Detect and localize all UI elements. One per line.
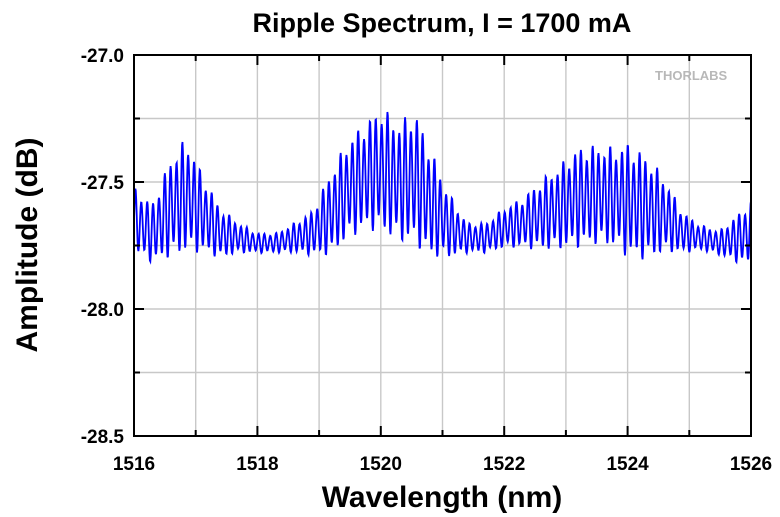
amplitude-series-line (134, 111, 751, 265)
axis-ticks (133, 54, 752, 437)
y-tick-label: -27.5 (81, 173, 125, 194)
y-tick-label: -27.0 (81, 46, 124, 67)
x-tick-label: 1524 (606, 454, 649, 475)
y-tick-label: -28.5 (81, 427, 125, 448)
x-tick-label: 1518 (236, 454, 278, 475)
x-axis-label: Wavelength (nm) (322, 481, 563, 514)
y-tick-labels: -28.5 -28.0 -27.5 -27.0 (81, 46, 125, 448)
chart-title: Ripple Spectrum, I = 1700 mA (253, 8, 632, 38)
x-tick-label: 1526 (730, 454, 772, 475)
x-tick-label: 1522 (483, 454, 525, 475)
x-tick-label: 1516 (113, 454, 155, 475)
thorlabs-watermark: THORLABS (655, 68, 728, 83)
y-axis-label: Amplitude (dB) (11, 138, 44, 353)
y-tick-label: -28.0 (81, 300, 124, 321)
x-tick-label: 1520 (360, 454, 402, 475)
x-tick-labels: 1516 1518 1520 1522 1524 1526 (113, 454, 772, 475)
